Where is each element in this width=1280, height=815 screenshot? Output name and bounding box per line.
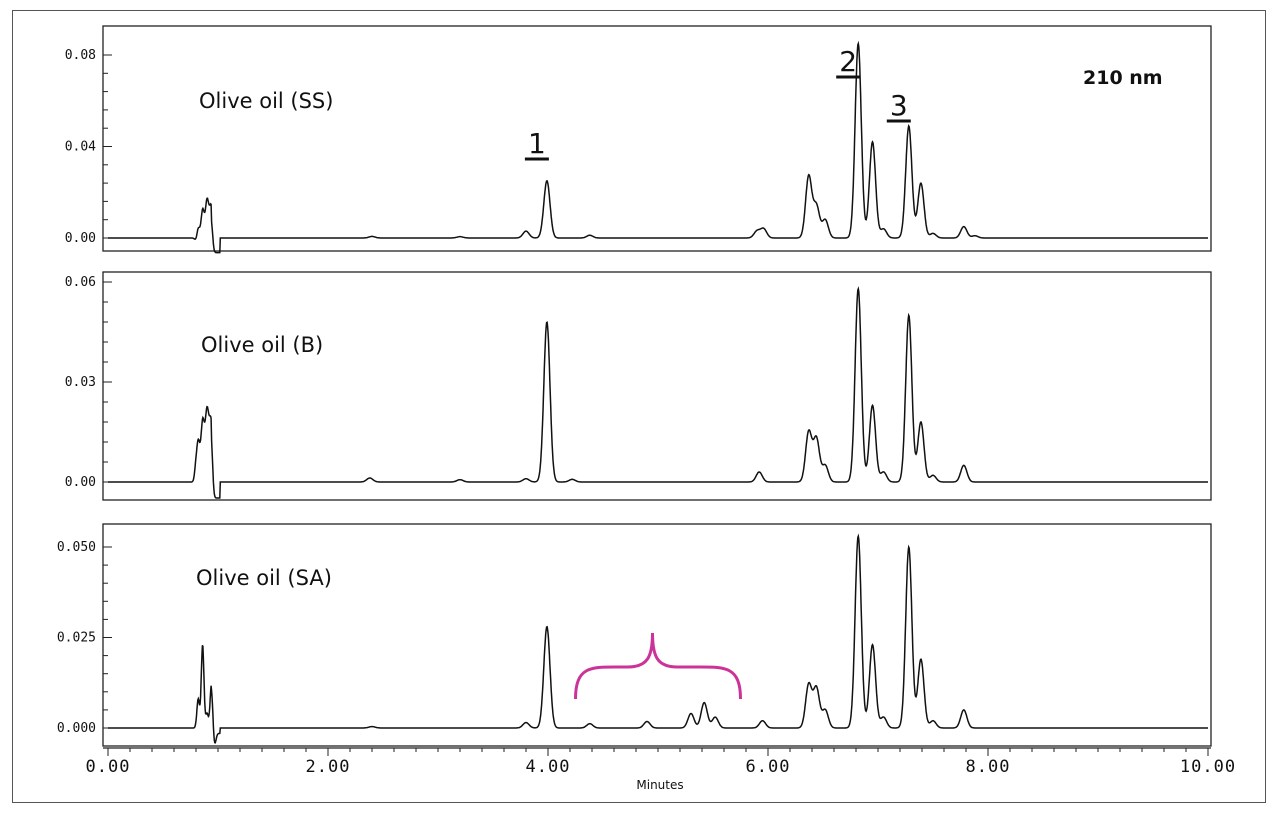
y-tick-label: 0.08	[65, 48, 96, 63]
chromatogram-trace	[108, 40, 1208, 254]
x-tick-label: 4.00	[526, 757, 571, 777]
panel-border	[102, 25, 1212, 252]
y-tick-label: 0.04	[65, 140, 96, 155]
highlight-bracket	[574, 632, 742, 700]
x-tick-label: 2.00	[306, 757, 351, 777]
chromatogram-trace	[108, 533, 1208, 744]
y-tick-label: 0.050	[57, 540, 96, 555]
chromatogram-chart: 0.00 0.04 0.08 Olive oil (SS) 210 nm 1 23 0.00…	[57, 25, 1236, 792]
x-tick-label: 0.00	[86, 757, 131, 777]
y-tick-label: 0.00	[65, 475, 96, 490]
chromatogram-trace	[108, 286, 1208, 499]
peak-number-label: 1	[528, 127, 546, 160]
peak-number-label: 2	[839, 45, 857, 78]
panel-label: Olive oil (B)	[201, 333, 323, 357]
chart-frame: 0.00 0.04 0.08 Olive oil (SS) 210 nm 1 2 3 0.00…	[12, 10, 1266, 803]
x-axis: 0.00 2.00 4.00 6.00 8.00 10.00 Minutes	[86, 747, 1236, 792]
x-tick-label: 10.00	[1180, 757, 1236, 777]
peak-number-label: 3	[890, 89, 908, 122]
panel-olive-oil-b: 0.00 0.03 0.06 Olive oil (B)	[65, 271, 1212, 501]
panel-label: Olive oil (SS)	[199, 89, 333, 113]
x-tick-label: 8.00	[966, 757, 1011, 777]
panel-border	[102, 523, 1212, 747]
y-tick-label: 0.00	[65, 231, 96, 246]
y-tick-label: 0.025	[57, 631, 96, 646]
wavelength-label: 210 nm	[1083, 67, 1163, 89]
x-tick-label: 6.00	[746, 757, 791, 777]
y-tick-label: 0.03	[65, 375, 96, 390]
panel-label: Olive oil (SA)	[196, 566, 332, 590]
y-tick-label: 0.000	[57, 721, 96, 736]
y-tick-label: 0.06	[65, 275, 96, 290]
x-axis-title: Minutes	[636, 778, 683, 792]
panel-olive-oil-ss: 0.00 0.04 0.08 Olive oil (SS) 210 nm 1 23	[65, 25, 1212, 254]
panel-border	[102, 271, 1212, 501]
panel-olive-oil-sa: 0.000 0.025 0.050 Olive oil (SA)	[57, 523, 1212, 747]
